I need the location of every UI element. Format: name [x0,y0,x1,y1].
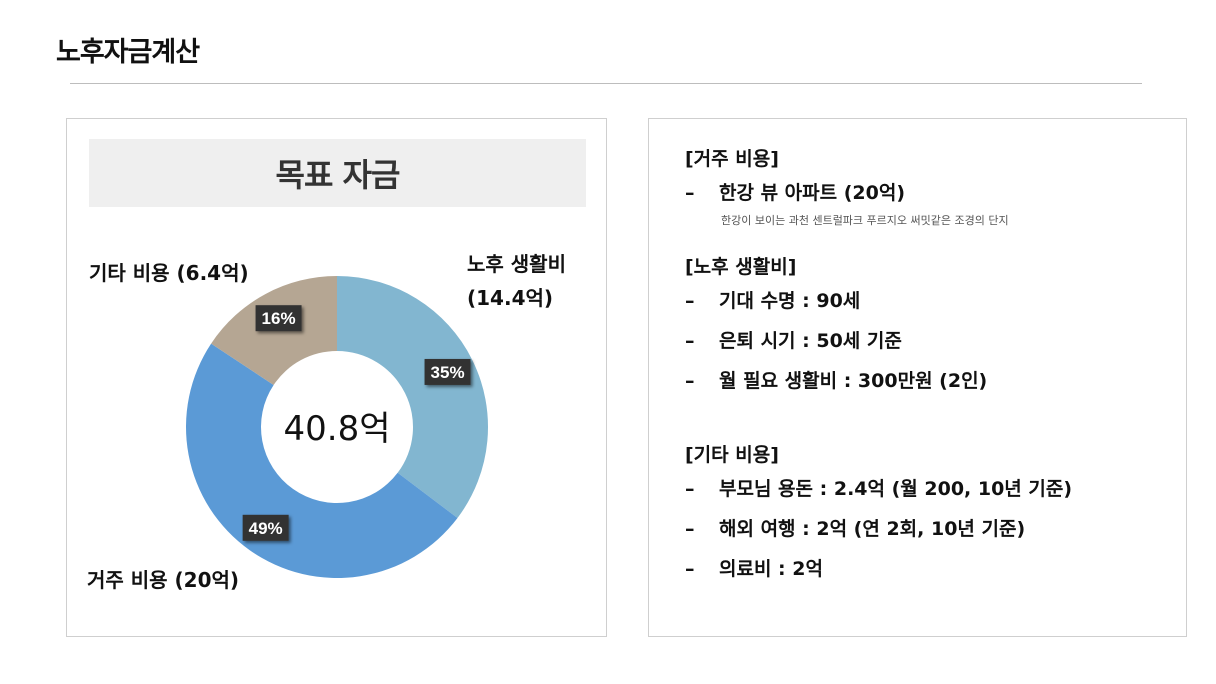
percent-label: 35% [424,358,471,385]
section-title-housing: [거주 비용] [685,148,779,170]
list-item: – 한강 뷰 아파트 (20억) [685,182,906,204]
title-divider [70,83,1142,84]
list-item: – 해외 여행 : 2억 (연 2회, 10년 기준) [685,518,1026,540]
svg-text:16%: 16% [262,309,296,328]
page-title: 노후자금계산 [56,37,200,68]
chart-panel: 목표 자금 35% 49% 16% 40.8억 노후 생활비 (14.4억) 기타 비… [66,118,607,637]
list-item: – 의료비 : 2억 [685,558,823,580]
percent-label: 16% [255,305,302,332]
percent-label: 49% [242,514,289,541]
slice-label-housing: 거주 비용 (20억) [87,568,240,592]
section-title-other: [기타 비용] [685,444,779,466]
details-panel: [거주 비용] – 한강 뷰 아파트 (20억) 한강이 보이는 과천 센트럴파크… [648,118,1187,637]
donut-slice [337,276,489,518]
list-item: – 부모님 용돈 : 2.4억 (월 200, 10년 기준) [685,478,1073,500]
details-list: [거주 비용] – 한강 뷰 아파트 (20억) 한강이 보이는 과천 센트럴파크… [685,145,1155,589]
slice-label-other: 기타 비용 (6.4억) [89,261,249,285]
svg-text:49%: 49% [249,519,283,538]
svg-text:35%: 35% [431,363,465,382]
section-title-living: [노후 생활비] [685,256,797,278]
donut-center-total: 40.8억 [284,409,391,449]
donut-chart: 35% 49% 16% 40.8억 [186,276,489,578]
housing-note: 한강이 보이는 과천 센트럴파크 푸르지오 써밋같은 조경의 단지 [721,214,1009,227]
list-item: – 은퇴 시기 : 50세 기준 [685,330,902,352]
list-item: – 기대 수명 : 90세 [685,290,861,312]
chart-header: 목표 자금 [89,139,586,207]
list-item: – 월 필요 생활비 : 300만원 (2인) [685,370,988,392]
slice-label-living: 노후 생활비 (14.4억) [467,252,566,310]
